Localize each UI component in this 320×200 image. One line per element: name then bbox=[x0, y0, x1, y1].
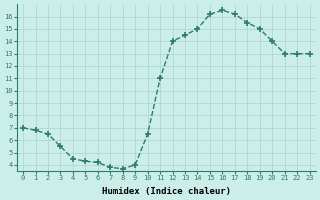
X-axis label: Humidex (Indice chaleur): Humidex (Indice chaleur) bbox=[102, 187, 231, 196]
